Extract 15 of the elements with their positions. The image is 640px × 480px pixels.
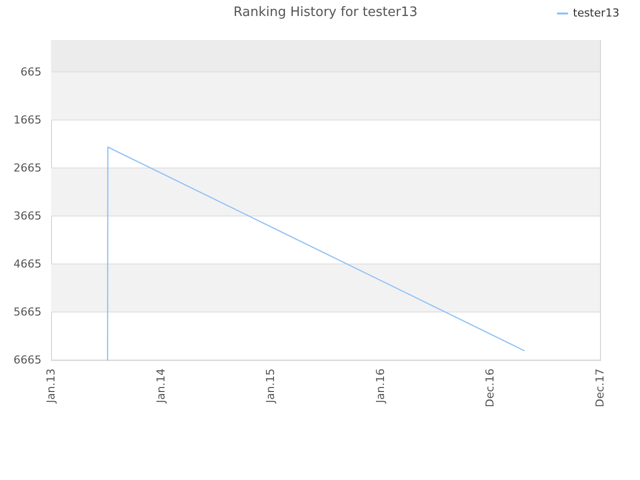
y-tick-label: 5665 xyxy=(14,305,42,318)
y-tick-label: 4665 xyxy=(14,257,42,270)
legend-label: tester13 xyxy=(573,6,620,20)
y-tick-label: 6665 xyxy=(14,354,42,366)
x-tick-label: Dec.16 xyxy=(484,368,497,408)
x-tick-label: Jan.16 xyxy=(374,368,387,404)
y-tick-label: 665 xyxy=(20,65,42,78)
x-tick-label: Jan.15 xyxy=(264,368,278,404)
y-tick-label: 3665 xyxy=(14,209,42,222)
y-tick-label: 2665 xyxy=(14,161,42,174)
x-tick-label: Dec.17 xyxy=(594,368,606,408)
x-tick-label: Jan.14 xyxy=(154,368,168,404)
chart-title: Ranking History for tester13 xyxy=(234,5,418,20)
y-tick-label: 1665 xyxy=(14,113,42,126)
x-tick-label: Jan.13 xyxy=(44,368,58,404)
